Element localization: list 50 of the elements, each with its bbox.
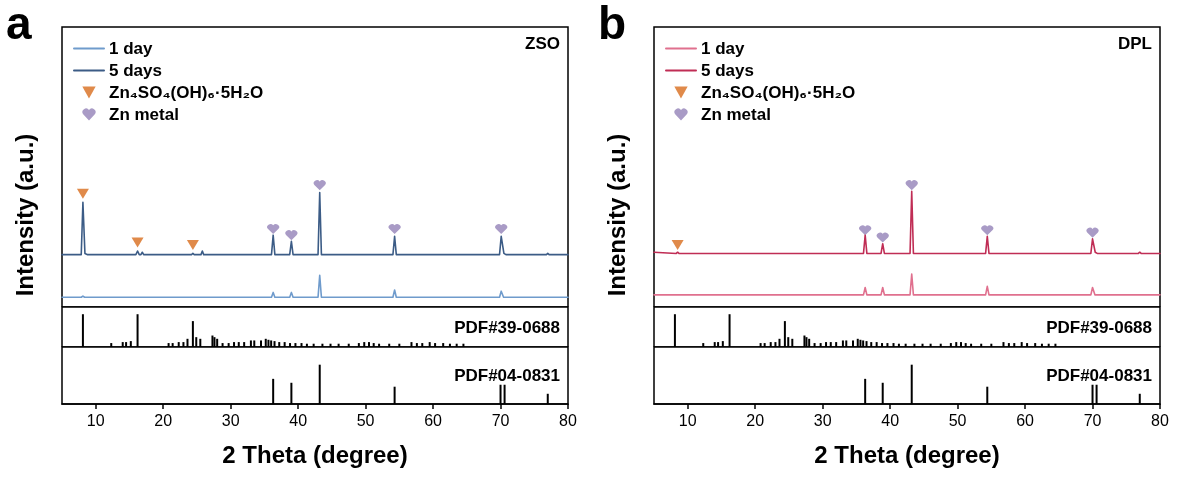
point — [859, 225, 872, 236]
legend-label: 1 day — [701, 39, 746, 58]
point — [1086, 227, 1099, 238]
point — [905, 180, 918, 191]
legend-label: Zn₄SO₄(OH)₆·5H₂O — [701, 83, 856, 102]
x-tick-label: 70 — [491, 411, 510, 429]
point — [495, 224, 508, 235]
annotation: PDF#39-0688 — [1046, 317, 1152, 337]
y-axis-title: Intensity (a.u.) — [10, 133, 38, 297]
x-tick-label: 60 — [424, 411, 443, 429]
annotation: PDF#39-0688 — [454, 317, 560, 337]
x-tick-label: 50 — [948, 411, 967, 429]
point — [285, 230, 298, 241]
x-axis-title: 2 Theta (degree) — [814, 440, 1000, 468]
x-tick-label: 50 — [356, 411, 375, 429]
legend-label: Zn metal — [109, 105, 179, 124]
chart-title: b — [598, 0, 627, 49]
annotation: PDF#04-0831 — [454, 366, 560, 385]
legend-label: 1 day — [109, 39, 154, 58]
point — [186, 239, 199, 250]
point — [313, 180, 326, 191]
x-tick-label: 30 — [813, 411, 832, 429]
legend-label: 5 days — [701, 61, 754, 80]
legend-label: Zn₄SO₄(OH)₆·5H₂O — [109, 83, 264, 102]
x-tick-label: 20 — [154, 411, 173, 429]
point — [388, 224, 401, 235]
x-axis-title: 2 Theta (degree) — [222, 440, 408, 468]
point — [876, 232, 889, 243]
point — [76, 188, 89, 199]
x-tick-label: 80 — [559, 411, 577, 429]
point — [267, 224, 280, 235]
y-axis-title: Intensity (a.u.) — [602, 133, 630, 297]
text: ZSO — [525, 34, 560, 53]
point — [131, 237, 144, 248]
legend-label: 5 days — [109, 61, 162, 80]
legend-label: Zn metal — [701, 105, 771, 124]
point — [981, 225, 994, 236]
x-tick-label: 10 — [678, 411, 697, 429]
text: DPL — [1118, 34, 1152, 53]
chart-title: a — [6, 0, 32, 49]
annotation: PDF#04-0831 — [1046, 366, 1152, 385]
x-tick-label: 10 — [86, 411, 105, 429]
x-tick-label: 70 — [1083, 411, 1102, 429]
x-tick-label: 30 — [221, 411, 240, 429]
x-tick-label: 60 — [1016, 411, 1035, 429]
x-tick-label: 40 — [881, 411, 900, 429]
point — [671, 239, 684, 250]
x-tick-label: 40 — [289, 411, 308, 429]
x-tick-label: 20 — [746, 411, 765, 429]
x-tick-label: 80 — [1151, 411, 1169, 429]
